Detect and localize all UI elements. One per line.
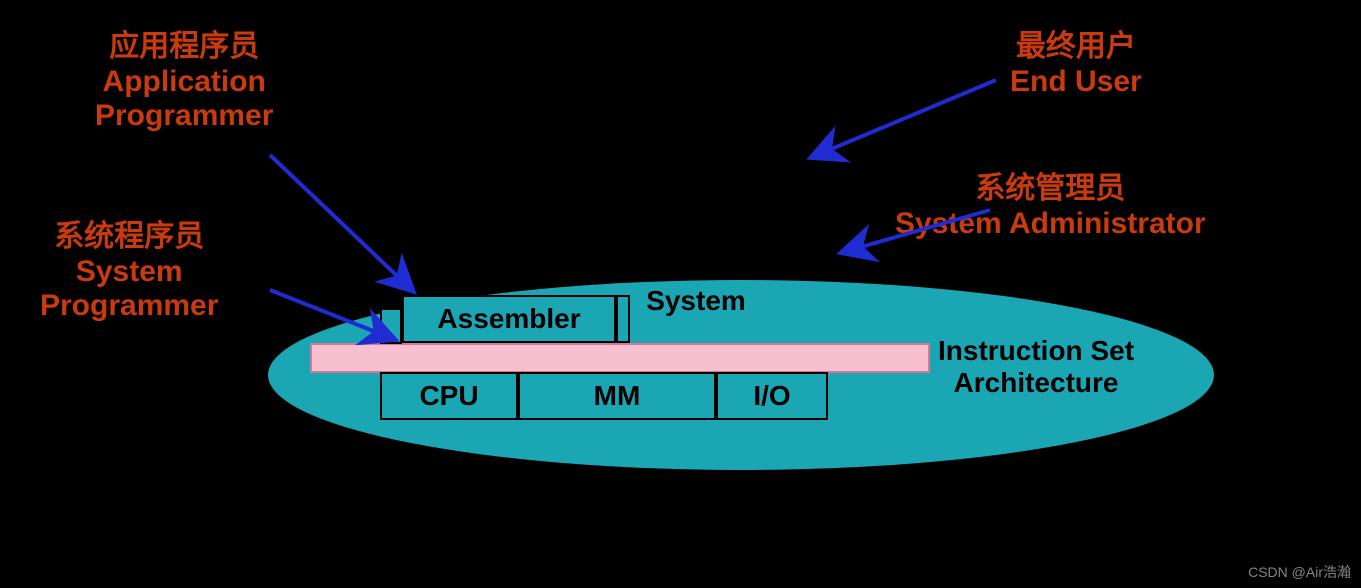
diagram-stage: Assembler System CPU MM I/O Instruction … — [0, 0, 1361, 588]
system-programmer-label: 系统程序员 System Programmer — [40, 220, 218, 324]
io-label: I/O — [753, 380, 790, 412]
watermark-label: CSDN @Air浩瀚 — [1248, 562, 1351, 582]
cpu-box: CPU — [380, 372, 518, 420]
assembler-label: Assembler — [437, 303, 580, 335]
end-user-label: 最终用户 End User — [1010, 30, 1142, 99]
arrow-2 — [810, 80, 996, 158]
sys-admin-label: 系统管理员 System Administrator — [895, 172, 1206, 241]
assembler-box: Assembler — [402, 295, 616, 343]
system-label: System — [616, 285, 776, 317]
mm-label: MM — [594, 380, 641, 412]
arrow-0 — [270, 155, 414, 292]
tick-box-1 — [380, 308, 402, 344]
app-programmer-label: 应用程序员 Application Programmer — [95, 30, 273, 134]
mm-box: MM — [518, 372, 716, 420]
isa-label: Instruction Set Architecture — [938, 335, 1134, 399]
io-box: I/O — [716, 372, 828, 420]
cpu-label: CPU — [419, 380, 478, 412]
isa-bar — [310, 343, 930, 373]
